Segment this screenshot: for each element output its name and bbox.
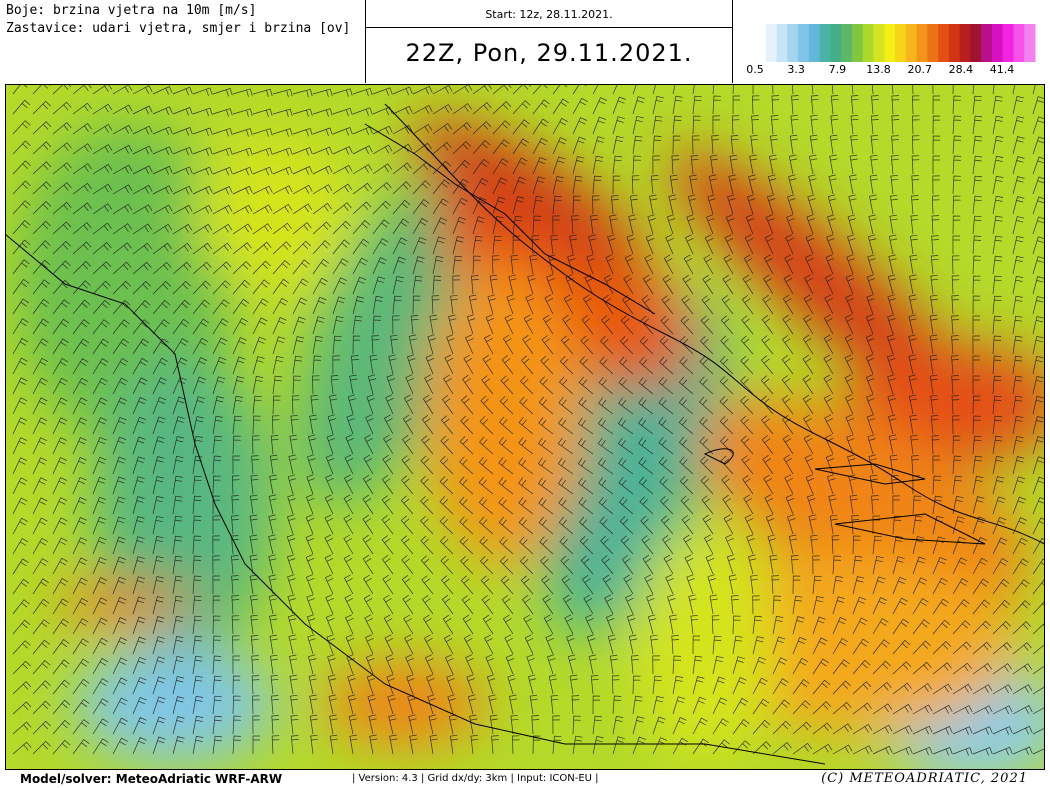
colorbar-label: 13.8	[866, 63, 891, 76]
valid-time: 22Z, Pon, 29.11.2021.	[405, 39, 693, 67]
wind-map	[5, 84, 1045, 770]
colorbar-swatch	[819, 24, 831, 62]
colorbar-label: 0.5	[746, 63, 764, 76]
colorbar-swatch	[851, 24, 864, 62]
colorbar-swatch	[927, 24, 939, 62]
colorbar-swatch	[895, 24, 907, 62]
title-box: Start: 12z, 28.11.2021. 22Z, Pon, 29.11.…	[365, 0, 733, 83]
colorbar-swatch	[873, 24, 885, 62]
colorbar-swatch	[765, 24, 778, 62]
colorbar-swatch	[776, 24, 788, 62]
colorbar-label: 7.9	[829, 63, 847, 76]
colorbar-swatch	[970, 24, 982, 62]
colorbar-swatch	[862, 24, 874, 62]
colorbar-label: 20.7	[907, 63, 932, 76]
colorbar-swatch	[787, 24, 799, 62]
colorbar-swatch	[981, 24, 993, 62]
colorbar-swatch	[1024, 24, 1036, 62]
model-label: Model/solver: MeteoAdriatic WRF-ARW	[20, 772, 283, 786]
colorbar-label: 3.3	[787, 63, 805, 76]
wind-barbs	[12, 84, 1045, 756]
colorbar-swatch	[1013, 24, 1025, 62]
start-time: Start: 12z, 28.11.2021.	[366, 0, 732, 28]
colorbar-swatch	[905, 24, 918, 62]
colorbar-label: 28.4	[949, 63, 974, 76]
model-info: | Version: 4.3 | Grid dx/dy: 3km | Input…	[352, 773, 599, 784]
colorbar-swatch	[948, 24, 961, 62]
colorbar-swatch	[916, 24, 928, 62]
colorbar-swatch	[959, 24, 971, 62]
colorbar-swatch	[938, 24, 950, 62]
colorbar-swatch	[830, 24, 842, 62]
colorbar: 0.5 3.3 7.9 13.8 20.7 28.4 41.4	[746, 24, 1036, 76]
legend-line: Boje: brzina vjetra na 10m [m/s]	[6, 3, 257, 18]
copyright: (C) METEOADRIATIC, 2021	[821, 771, 1028, 786]
colorbar-swatch	[884, 24, 896, 62]
colorbar-swatch	[1002, 24, 1014, 62]
legend-line: Zastavice: udari vjetra, smjer i brzina …	[6, 21, 351, 36]
colorbar-swatch	[755, 24, 767, 62]
colorbar-swatch	[991, 24, 1004, 62]
colorbar-swatch	[798, 24, 810, 62]
colorbar-swatch	[841, 24, 853, 62]
colorbar-label: 41.4	[990, 63, 1015, 76]
colorbar-swatch	[808, 24, 821, 62]
